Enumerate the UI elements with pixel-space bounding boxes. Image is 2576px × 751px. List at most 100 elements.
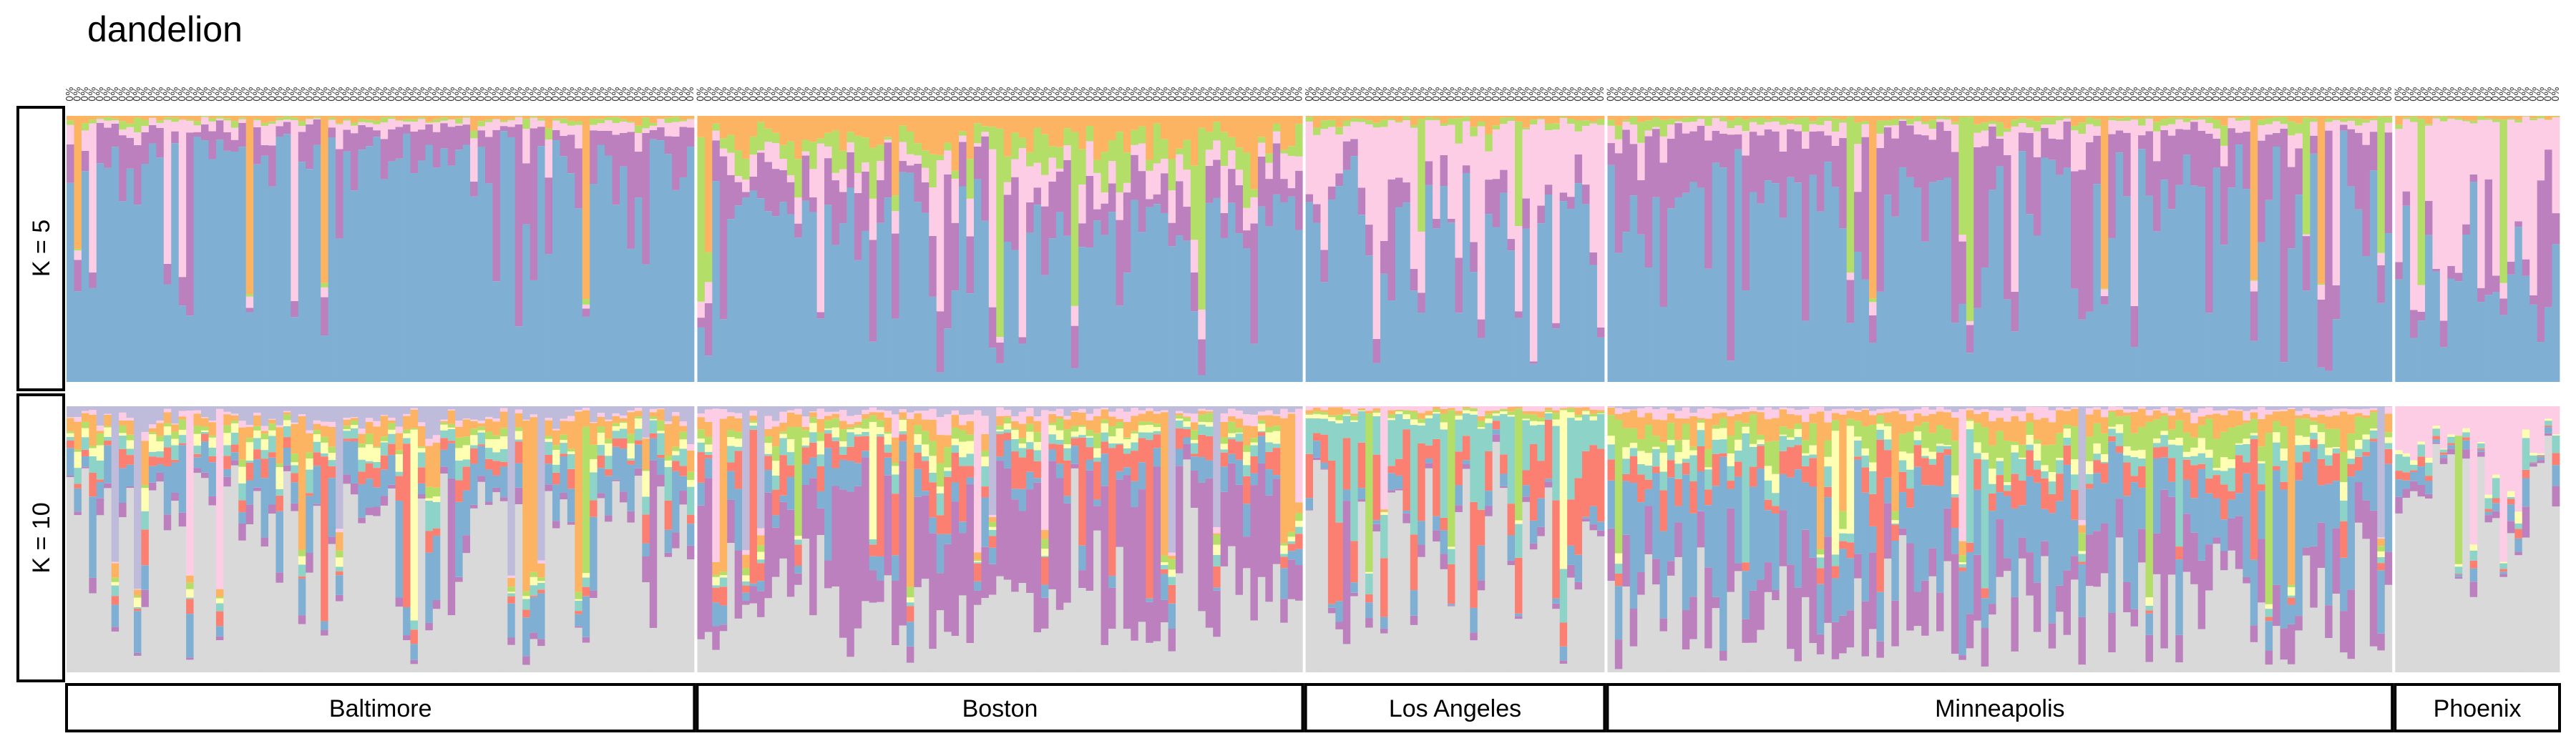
k10-bar-segment xyxy=(119,425,127,433)
k10-bar-segment xyxy=(742,550,750,555)
k10-bar-segment xyxy=(1242,504,1251,537)
k10-bar-segment xyxy=(208,406,217,421)
k10-bar-segment xyxy=(612,479,620,481)
k10-bar-segment xyxy=(1596,410,1605,412)
k5-bar-segment xyxy=(171,122,180,132)
k10-bar-segment xyxy=(417,406,426,423)
sample-tick-label: 0% xyxy=(2145,87,2155,102)
k10-bar-segment xyxy=(2167,406,2176,411)
k10-bar-segment xyxy=(260,433,269,440)
k5-bar-segment xyxy=(1485,214,1493,382)
k5-bar-segment xyxy=(1928,119,1937,129)
sample-tick-label: 0% xyxy=(1264,87,1275,102)
k5-bar-segment xyxy=(1734,117,1742,126)
k10-bar-segment xyxy=(2175,445,2184,547)
k10-bar-segment xyxy=(1168,576,1176,585)
k5-bar-segment xyxy=(1093,116,1101,160)
k10-bar-segment xyxy=(697,639,706,672)
k10-bar-segment xyxy=(141,529,150,566)
k10-bar-segment xyxy=(1101,432,1109,442)
k10-bar-segment xyxy=(291,424,299,454)
k10-bar-segment xyxy=(567,468,575,489)
k5-bar-segment xyxy=(2424,200,2433,235)
k5-bar-segment xyxy=(1500,124,1508,170)
k10-bar-segment xyxy=(321,406,329,422)
k10-bar-segment xyxy=(455,480,464,502)
k10-bar-segment xyxy=(96,479,104,482)
k10-bar-segment xyxy=(1440,517,1448,531)
k10-bar-segment xyxy=(906,418,914,587)
k5-bar-segment xyxy=(877,222,884,382)
k5-bar-segment xyxy=(193,125,202,132)
k10-bar-segment xyxy=(321,436,329,443)
k5-bar-segment xyxy=(771,143,780,170)
k10-bar-segment xyxy=(2295,630,2303,672)
k10-bar-segment xyxy=(1462,460,1470,465)
k5-bar-segment xyxy=(178,305,187,382)
k10-bar-segment xyxy=(1235,428,1244,433)
k5-bar-segment xyxy=(988,127,997,149)
k10-bar-segment xyxy=(687,545,695,560)
k10-bar-segment xyxy=(171,438,180,446)
k5-bar-segment xyxy=(1697,187,1705,382)
k5-bar-segment xyxy=(1198,127,1206,310)
k10-bar-segment xyxy=(712,602,721,627)
k5-bar-segment xyxy=(1131,129,1139,145)
k5-bar-segment xyxy=(417,160,426,382)
k10-bar-segment xyxy=(417,448,426,453)
k10-bar-segment xyxy=(1295,534,1303,549)
k10-bar-segment xyxy=(1190,453,1199,457)
k5-bar-segment xyxy=(899,172,907,382)
k5-bar-segment xyxy=(2145,116,2154,117)
k5-bar-segment xyxy=(1213,116,1221,122)
k5-bar-segment xyxy=(492,281,501,382)
k10-bar-segment xyxy=(545,441,553,455)
k5-bar-segment xyxy=(862,230,870,382)
k5-bar-segment xyxy=(831,245,840,382)
k10-bar-segment xyxy=(1433,412,1440,414)
k10-bar-segment xyxy=(642,471,650,497)
k10-bar-segment xyxy=(201,406,209,418)
sample-tick-label: 0% xyxy=(1226,87,1237,102)
k5-bar-segment xyxy=(1418,231,1426,293)
k5-bar-segment xyxy=(1772,117,1780,122)
k10-bar-segment xyxy=(996,429,1005,432)
k10-bar-segment xyxy=(2243,406,2251,411)
k5-bar-segment xyxy=(410,122,419,132)
sample-tick-label: 0% xyxy=(1830,87,1841,102)
k10-bar-segment xyxy=(201,431,209,434)
k10-bar-segment xyxy=(2048,444,2057,472)
k10-bar-segment xyxy=(884,406,892,411)
k10-bar-segment xyxy=(914,425,922,435)
k10-bar-segment xyxy=(336,575,343,595)
k10-bar-segment xyxy=(1063,503,1072,603)
k5-bar-segment xyxy=(1033,162,1042,188)
k10-bar-segment xyxy=(1697,418,1705,421)
k10-bar-segment xyxy=(619,406,628,416)
sample-tick-label: 0% xyxy=(1689,87,1699,102)
k10-bar-segment xyxy=(2071,406,2079,408)
k10-bar-segment xyxy=(1372,408,1381,411)
k10-bar-segment xyxy=(981,546,990,599)
k10-bar-segment xyxy=(1477,421,1485,428)
k10-bar-segment xyxy=(831,437,840,441)
k10-bar-segment xyxy=(2258,418,2266,447)
k10-bar-segment xyxy=(1989,614,1996,672)
k10-bar-segment xyxy=(831,427,840,438)
k10-bar-segment xyxy=(824,433,832,448)
sample-tick-label: 0% xyxy=(2528,87,2539,102)
k10-bar-segment xyxy=(1026,442,1034,450)
k10-bar-segment xyxy=(126,406,135,418)
k10-bar-segment xyxy=(1272,564,1281,672)
k10-bar-segment xyxy=(545,406,553,418)
k5-bar-segment xyxy=(1342,116,1351,121)
k5-bar-segment xyxy=(2160,129,2169,180)
k10-bar-segment xyxy=(801,445,810,448)
k10-bar-segment xyxy=(1582,407,1590,411)
k10-bar-segment xyxy=(921,431,930,445)
k10-bar-segment xyxy=(2190,465,2199,499)
k10-bar-segment xyxy=(403,607,411,636)
k10-bar-segment xyxy=(1101,409,1109,420)
k10-bar-segment xyxy=(96,433,104,446)
sample-tick-label: 0% xyxy=(1823,87,1834,102)
